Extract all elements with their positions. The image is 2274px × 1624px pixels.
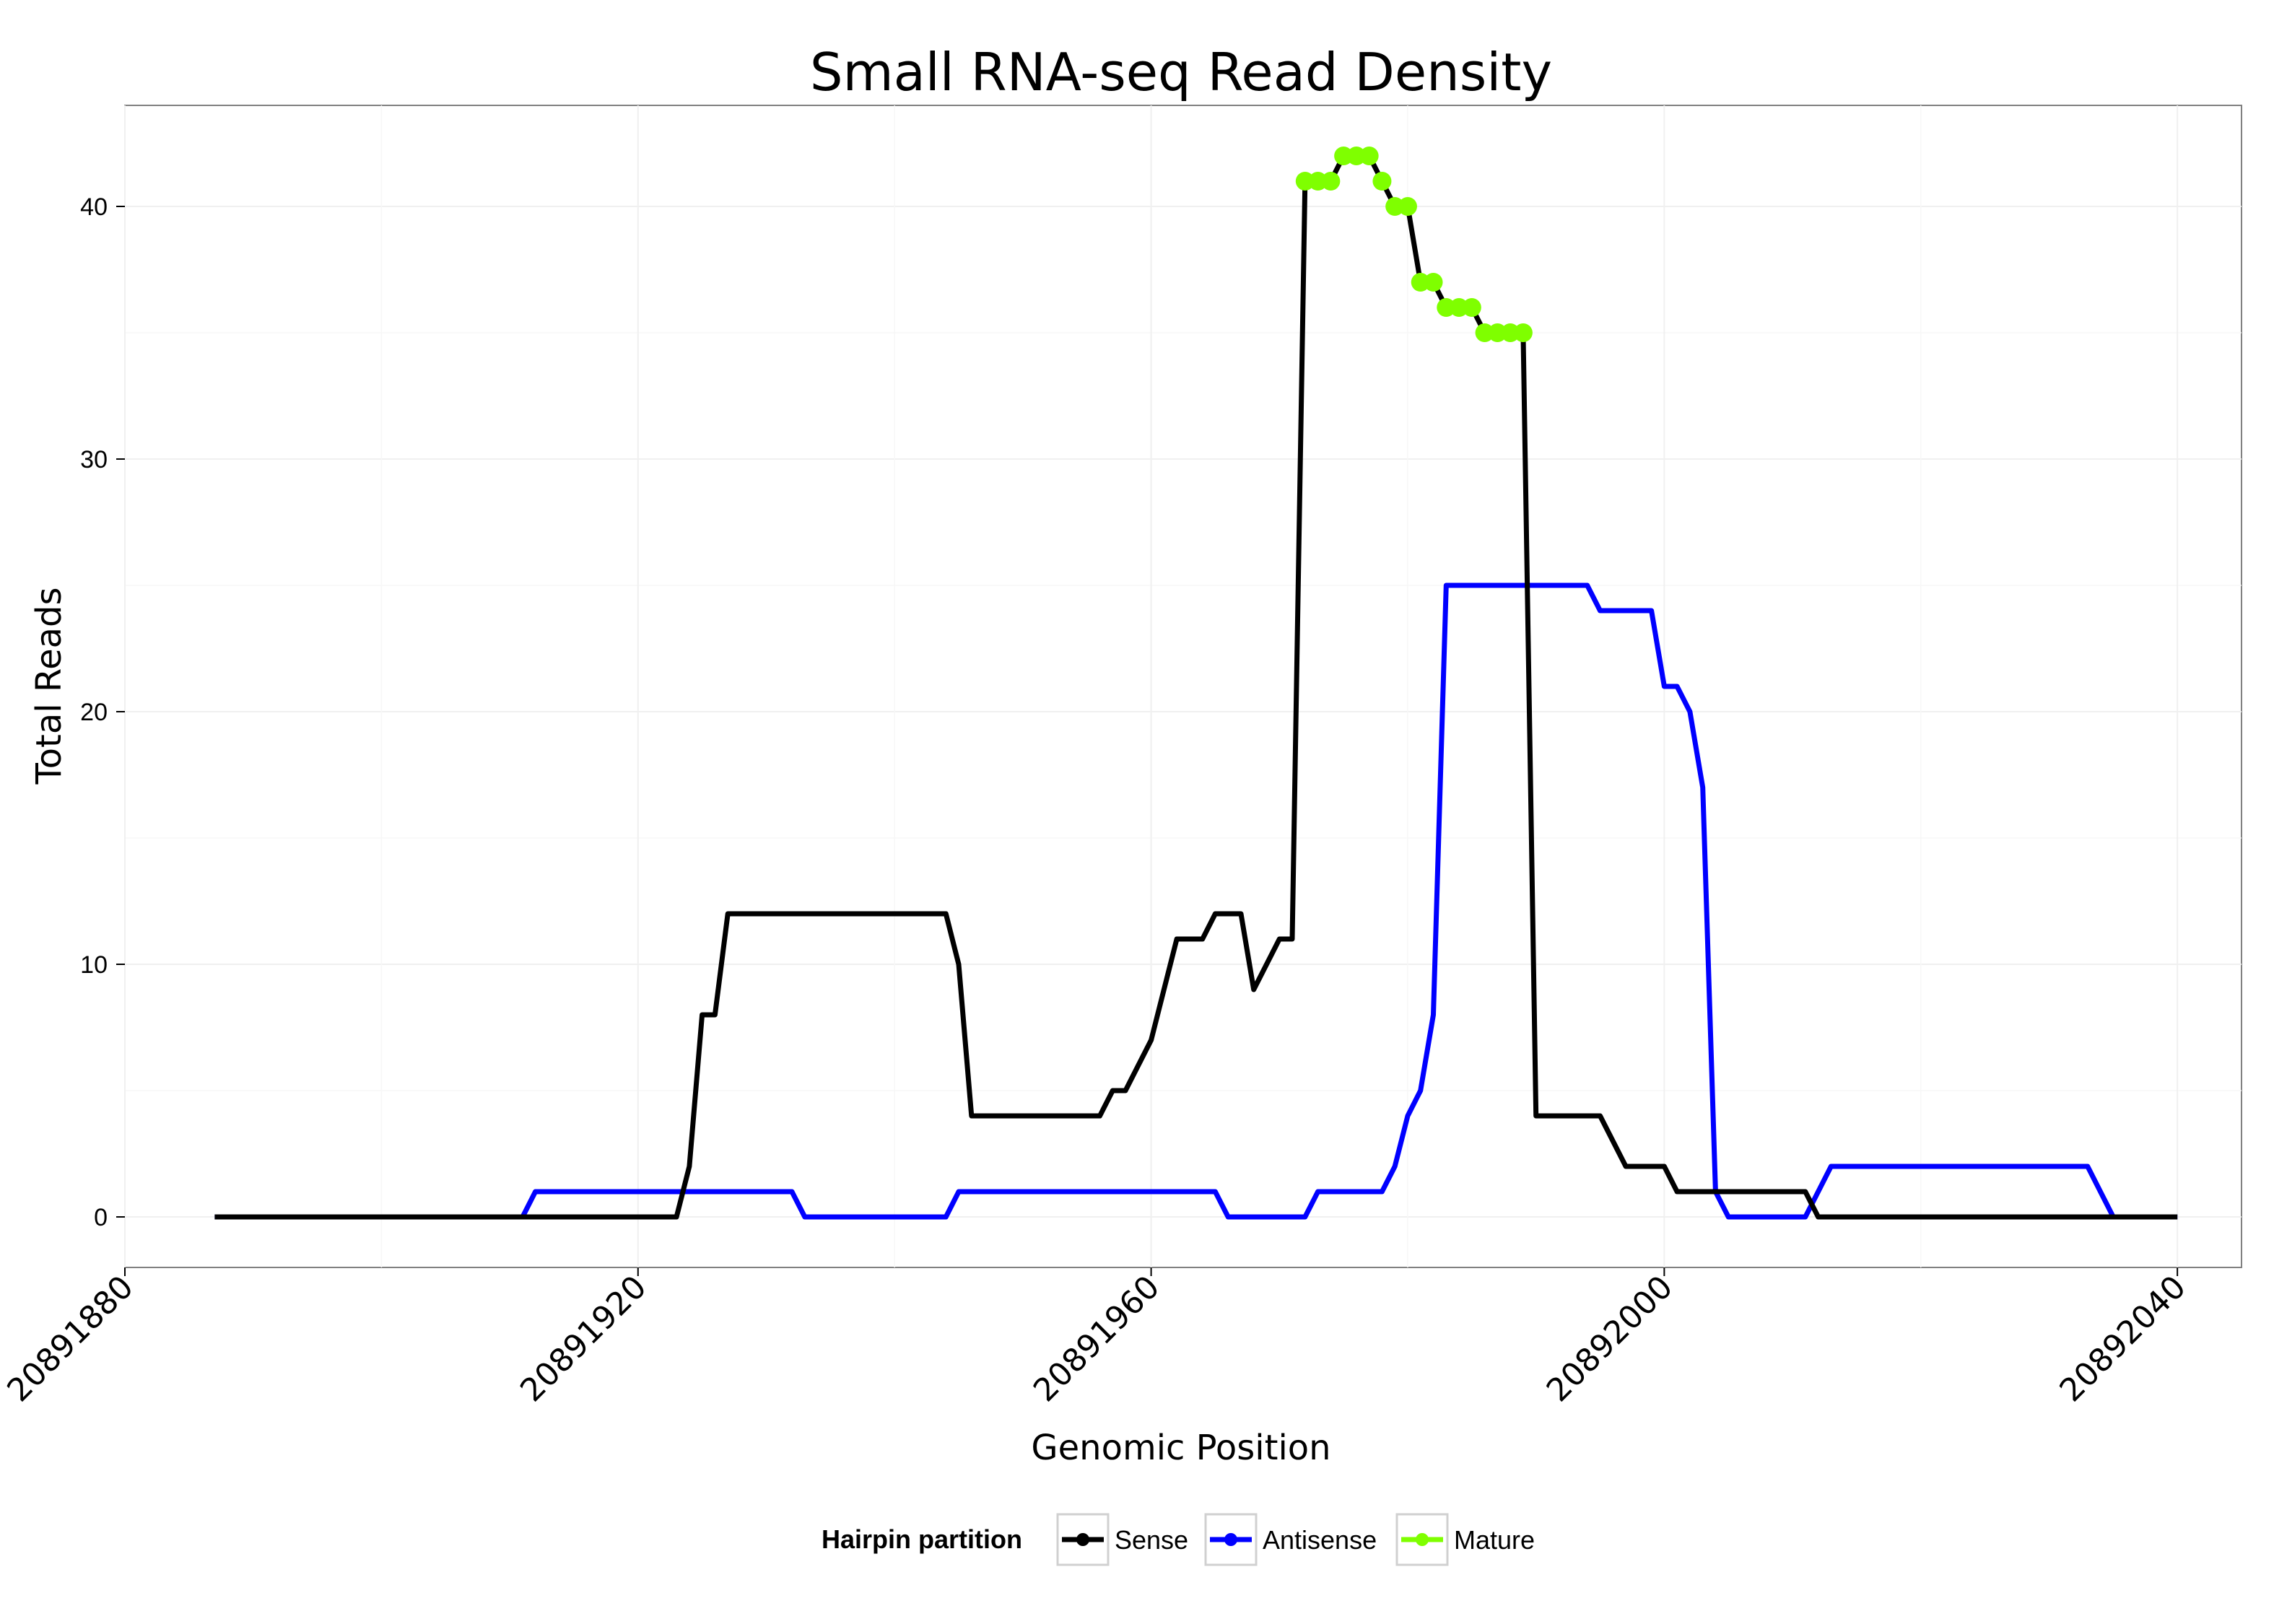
mature-point [1501, 323, 1520, 342]
mature-point [1321, 172, 1341, 191]
x-tick-label: 20891960 [1027, 1269, 1167, 1409]
y-axis-title: Total Reads [29, 588, 69, 785]
mature-point [1334, 147, 1354, 165]
mature-point [1308, 172, 1328, 191]
x-axis: 20891880 20891920 20891960 20892000 20892040 [0, 1267, 2193, 1409]
y-axis: 0 10 20 30 40 [80, 193, 125, 1231]
antisense-line [214, 582, 2178, 1220]
x-tick-label: 20892040 [2053, 1269, 2193, 1409]
mature-point [1411, 273, 1430, 292]
x-tick-label: 20892000 [1540, 1269, 1680, 1409]
legend-key-point [1076, 1533, 1089, 1546]
legend-label: Antisense [1263, 1525, 1377, 1555]
legend-title: Hairpin partition [822, 1524, 1022, 1554]
legend-item-antisense: Antisense [1204, 1513, 1377, 1566]
mature-point [1488, 323, 1507, 342]
mature-point [1346, 147, 1366, 165]
mature-point [1513, 323, 1533, 342]
mature-point [1475, 323, 1494, 342]
x-tick-label: 20891920 [513, 1269, 653, 1409]
mature-point [1359, 147, 1379, 165]
mature-point [1424, 273, 1443, 292]
mature-point [1398, 197, 1417, 216]
plot-panel [124, 105, 2242, 1268]
mature-point [1385, 197, 1405, 216]
legend-key-point [1224, 1533, 1237, 1546]
y-tick-label: 40 [80, 193, 108, 221]
legend-item-mature: Mature [1395, 1513, 1535, 1566]
mature-point [1437, 298, 1456, 317]
x-tick-label: 20891880 [0, 1269, 140, 1409]
mature-point [1462, 298, 1481, 317]
x-axis-title: Genomic Position [1031, 1428, 1330, 1468]
mature-point [1372, 172, 1392, 191]
grid [124, 105, 2242, 1267]
chart-title: Small RNA-seq Read Density [810, 42, 1552, 102]
mature-point [1450, 298, 1469, 317]
y-tick-label: 10 [80, 951, 108, 979]
legend: Hairpin partition Sense Antisense Mature [822, 1513, 1535, 1566]
y-tick-label: 0 [94, 1204, 108, 1231]
legend-item-sense: Sense [1056, 1513, 1188, 1566]
legend-key-point [1416, 1533, 1429, 1546]
y-tick-label: 20 [80, 699, 108, 726]
legend-label: Sense [1115, 1525, 1188, 1555]
legend-label: Mature [1454, 1525, 1535, 1555]
mature-point [1295, 172, 1315, 191]
y-tick-label: 30 [80, 446, 108, 473]
mature-points [1295, 147, 1533, 342]
legend-items: Sense Antisense Mature [1056, 1513, 1535, 1566]
panel-border [124, 105, 2242, 1268]
